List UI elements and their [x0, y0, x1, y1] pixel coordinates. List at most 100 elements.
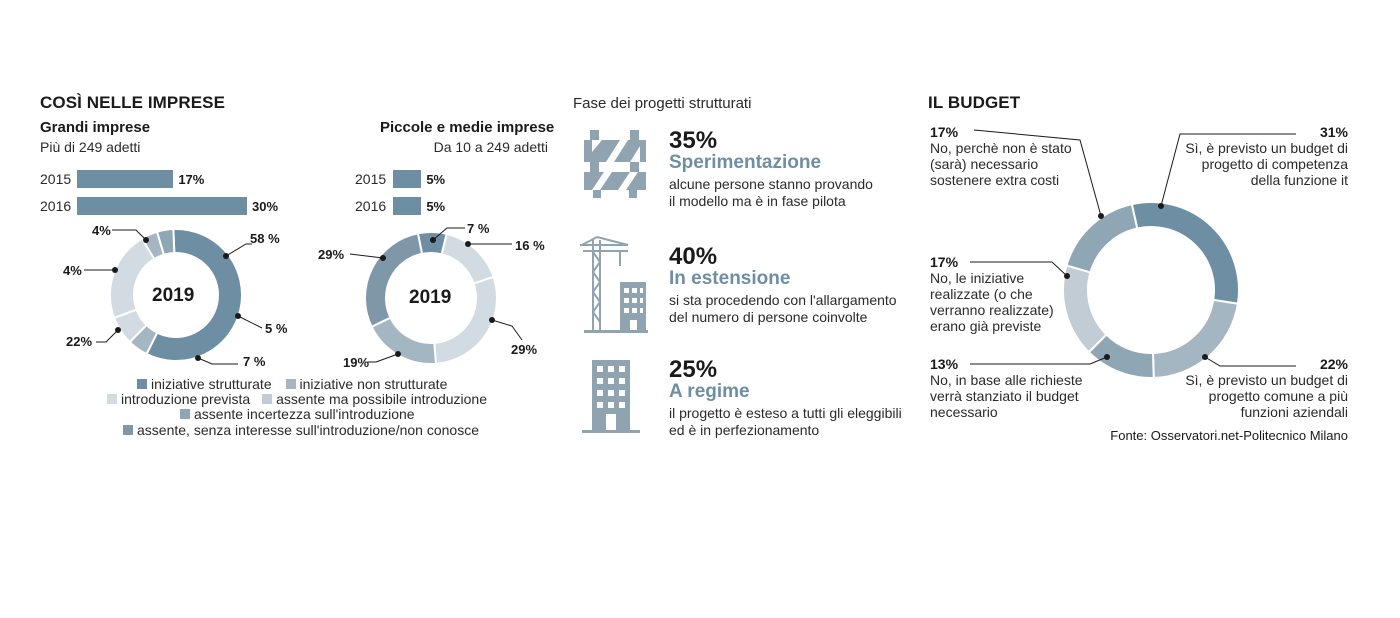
donut-b-label-4: 29%	[318, 247, 345, 262]
bar-2015	[393, 170, 422, 188]
legend-item-2: introduzione prevista	[121, 391, 251, 407]
bar-value-2016: 30%	[252, 199, 279, 214]
donut-budget-lead-4-dot	[1098, 213, 1104, 219]
budget-title: IL BUDGET	[928, 93, 1021, 112]
donut-a-lead-0-dot	[223, 253, 229, 259]
donut-budget-lead-3-dot	[1064, 273, 1070, 279]
donut-b-label-1: 16 %	[515, 238, 545, 253]
smb-subtitle: Da 10 a 249 adetti	[433, 139, 548, 155]
smb-title: Piccole e medie imprese	[380, 119, 555, 136]
legend-item-3: assente ma possibile introduzione	[276, 391, 487, 407]
legend-row-2: introduzione prevista assente ma possibi…	[107, 391, 487, 407]
bar-2015	[77, 170, 174, 188]
phase-2-name: In estensione	[669, 268, 791, 289]
legend-swatch-4	[180, 409, 190, 419]
donut-budget-lead-1-line	[1204, 356, 1296, 367]
legend-item-0: iniziative strutturate	[151, 376, 272, 392]
donut-b-lead-4-line	[349, 253, 384, 259]
donut-a-label-4: 4%	[63, 263, 82, 278]
budget-item-2-text: No, in base alle richieste verrà stanzia…	[930, 372, 1083, 420]
legend-swatch-5	[123, 425, 133, 435]
donut-b-lead-2-line	[491, 319, 523, 341]
legend-row-4: assente, senza interesse sull'introduzio…	[123, 422, 479, 438]
phase-1-pct: 35%	[669, 127, 718, 154]
budget-item-1-pct: 22%	[1319, 356, 1348, 372]
donut-b-lead-1-dot	[465, 241, 471, 247]
donut-b-slice-4	[364, 232, 424, 329]
large-firms-subtitle: Più di 249 adetti	[40, 139, 141, 155]
budget-item-3-text: No, le iniziative realizzate (o che verr…	[930, 270, 1054, 334]
donut-budget-lead-0-line	[1160, 133, 1296, 207]
bar-value-2015: 17%	[178, 172, 205, 187]
donut-a-lead-2-dot	[195, 355, 201, 361]
phase-3-pct: 25%	[669, 356, 718, 383]
bar-year-2016: 2016	[355, 198, 387, 214]
donut-b-center-label: 2019	[409, 287, 452, 308]
donut-budget-lead-2-line	[970, 356, 1108, 365]
donut-a-lead-4-dot	[112, 267, 118, 273]
donut-a-label-0: 58 %	[250, 231, 280, 246]
bar-value-2015: 5%	[426, 172, 446, 187]
bar-2016	[77, 197, 247, 215]
donut-b-lead-3-line	[368, 353, 399, 363]
donut-a-label-5: 4%	[92, 223, 111, 238]
donut-a-slice-5	[155, 228, 176, 257]
donut-a-lead-2-line	[197, 357, 238, 365]
donut-budget-lead-1-dot	[1202, 354, 1208, 360]
legend-item-1: iniziative non strutturate	[299, 376, 448, 392]
donut-b-label-3: 19%	[343, 355, 370, 370]
bar-year-2015: 2015	[40, 171, 72, 187]
donut-b-lead-4-dot	[380, 255, 386, 261]
donut-a-lead-5-line	[112, 229, 147, 241]
budget-item-4-pct: 17%	[930, 124, 959, 140]
donut-budget-slice-4	[1065, 202, 1139, 274]
legend-row-1: iniziative strutturate iniziative non st…	[137, 376, 447, 392]
legend-row-3: assente incertezza sull'introduzione	[180, 406, 415, 422]
budget-item-2-pct: 13%	[930, 356, 959, 372]
budget-item-4-text: No, perchè non è stato (sarà) necessario…	[930, 140, 1072, 188]
phase-1-desc: alcune persone stanno provando il modell…	[669, 176, 873, 209]
donut-budget-lead-3-line	[970, 261, 1068, 277]
legend-item-5: assente, senza interesse sull'introduzio…	[137, 422, 479, 438]
donut-budget-lead-2-dot	[1104, 354, 1110, 360]
bar-value-2016: 5%	[426, 199, 446, 214]
legend-swatch-0	[137, 379, 147, 389]
donut-b-lead-2-dot	[489, 317, 495, 323]
large-firms-title: Grandi imprese	[40, 119, 151, 136]
left-section-title: COSÌ NELLE IMPRESE	[40, 93, 226, 112]
donut-a-label-1: 5 %	[265, 321, 288, 336]
legend-item-4: assente incertezza sull'introduzione	[194, 406, 415, 422]
donut-a-label-3: 22%	[66, 334, 93, 349]
donut-a-lead-5-dot	[143, 237, 149, 243]
source-note: Fonte: Osservatori.net-Politecnico Milan…	[1110, 428, 1348, 443]
legend-swatch-1	[285, 379, 296, 389]
budget-item-1-text: Sì, è previsto un budget di progetto com…	[1185, 372, 1348, 420]
bar-year-2016: 2016	[40, 198, 72, 214]
phase-2-desc: si sta procedendo con l'allargamento del…	[669, 292, 897, 325]
donut-a-slice-0	[145, 228, 243, 362]
budget-item-0-text: Sì, è previsto un budget di progetto di …	[1185, 140, 1348, 188]
bar-year-2015: 2015	[355, 171, 387, 187]
legend-swatch-3	[262, 394, 273, 404]
phase-1-name: Sperimentazione	[669, 152, 822, 173]
donut-a-lead-1-dot	[235, 313, 241, 319]
donut-budget-lead-0-dot	[1158, 203, 1164, 209]
budget-item-3-pct: 17%	[930, 254, 959, 270]
budget-item-0-pct: 31%	[1319, 124, 1348, 140]
donut-b-label-0: 7 %	[467, 221, 490, 236]
phase-2-pct: 40%	[669, 243, 718, 270]
donut-budget-lead-4-line	[973, 129, 1102, 217]
donut-a-label-2: 7 %	[243, 354, 266, 369]
donut-b-lead-0-line	[432, 227, 465, 241]
phase-3-name: A regime	[669, 381, 750, 402]
donut-a-lead-3-dot	[115, 327, 121, 333]
donut-a-lead-0-line	[225, 243, 252, 257]
donut-b-lead-0-dot	[430, 237, 436, 243]
phase-3-desc: il progetto è esteso a tutti gli eleggib…	[669, 405, 902, 438]
donut-b-label-2: 29%	[511, 342, 538, 357]
donut-b-lead-3-dot	[395, 351, 401, 357]
